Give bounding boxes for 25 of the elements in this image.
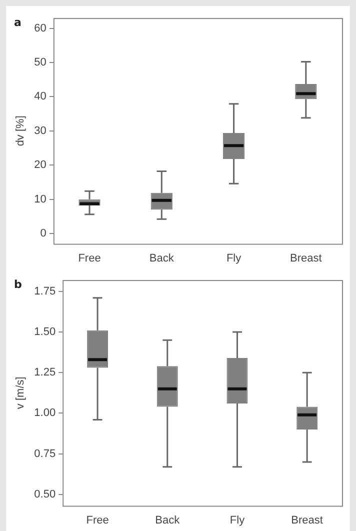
x-tick-label: Back: [155, 514, 180, 526]
y-tick-label: 0.75: [34, 448, 56, 460]
y-tick-label: 10: [34, 193, 46, 206]
x-tick-label: Fly: [230, 514, 246, 526]
y-tick-label: 50: [34, 56, 46, 69]
y-tick-label: 1.75: [34, 285, 56, 298]
y-tick-label: 0: [40, 228, 46, 240]
y-axis-title: v [m/s]: [14, 376, 27, 410]
y-tick-label: 1.00: [34, 407, 56, 420]
y-tick-label: 60: [34, 22, 46, 34]
y-tick-label: 20: [34, 159, 46, 172]
x-tick-label: Back: [149, 252, 174, 264]
x-tick-label: Fly: [226, 252, 242, 264]
y-tick-label: 1.50: [34, 326, 56, 338]
x-tick-label: Free: [86, 514, 109, 526]
x-tick-label: Breast: [290, 252, 322, 264]
y-tick-label: 30: [34, 124, 46, 137]
y-tick-label: 40: [34, 90, 46, 103]
y-tick-label: 1.25: [34, 366, 56, 379]
x-tick-label: Free: [78, 252, 101, 264]
y-axis-title: dv [%]: [14, 116, 27, 146]
y-tick-label: 0.50: [34, 488, 56, 500]
x-tick-label: Breast: [291, 514, 323, 526]
chart-title: b: [14, 278, 22, 291]
chart-title: a: [14, 16, 22, 29]
